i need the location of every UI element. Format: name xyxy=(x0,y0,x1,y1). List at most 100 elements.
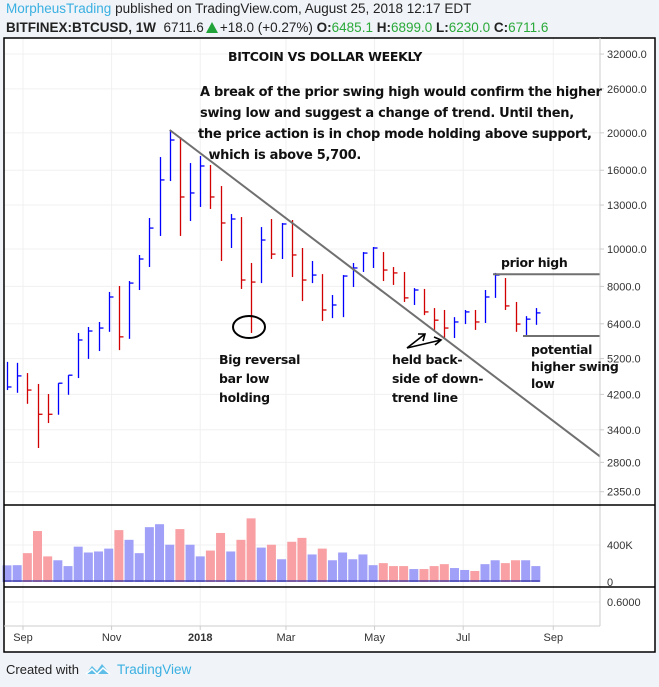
chart-frame xyxy=(3,37,656,653)
ohlc-bar xyxy=(331,294,337,319)
volume-bar xyxy=(226,551,236,582)
symbol-info: BITFINEX:BTCUSD, 1W 6711.6 +18.0 (+0.27%)… xyxy=(6,20,548,35)
ohlc-bar xyxy=(474,309,480,330)
symbol: BITFINEX:BTCUSD, 1W xyxy=(6,20,156,35)
ohlc-bar xyxy=(179,136,185,236)
volume-bar xyxy=(195,556,205,582)
volume-bar xyxy=(358,554,368,582)
high-value: 6899.0 xyxy=(390,20,433,35)
close-value: 6711.6 xyxy=(508,20,549,35)
volume-bar xyxy=(94,551,104,582)
price-tick-label: 32000.0 xyxy=(607,49,647,61)
ohlc-bar xyxy=(413,288,419,305)
time-tick-label: Nov xyxy=(102,632,122,644)
low-value: 6230.0 xyxy=(448,20,491,35)
price-tick-label: 2350.0 xyxy=(607,487,641,499)
time-tick-label: Mar xyxy=(276,632,295,644)
volume-bar xyxy=(266,544,276,582)
ohlc-bar xyxy=(504,278,510,310)
ohlc-bar xyxy=(362,252,368,272)
volume-bar xyxy=(287,541,297,582)
price-tick-label: 26000.0 xyxy=(607,84,647,96)
volume-bar xyxy=(429,566,439,582)
price-tick-label: 3400.0 xyxy=(607,425,641,437)
ohlc-bar xyxy=(98,321,104,352)
ohlc-bar xyxy=(321,274,327,321)
volume-bar xyxy=(378,563,388,582)
ohlc-bar xyxy=(372,247,378,268)
note-line: trend line xyxy=(392,390,458,405)
ohlc-bar xyxy=(77,332,83,379)
volume-bar xyxy=(256,547,266,582)
note-line: Big reversal xyxy=(219,352,301,367)
up-triangle-icon xyxy=(205,22,218,33)
comment-line: A break of the prior swing high would co… xyxy=(200,85,602,100)
note-line: higher swing xyxy=(531,359,619,374)
circle-marker xyxy=(232,315,266,339)
volume-bar xyxy=(490,560,500,582)
author-link[interactable]: MorpheusTrading xyxy=(6,1,112,16)
volume-bar xyxy=(53,560,63,582)
ohlc-bar xyxy=(464,309,470,325)
price-tick-label: 10000.0 xyxy=(607,244,647,256)
volume-bar xyxy=(307,554,317,582)
volume-tick-label: 400K xyxy=(607,540,633,552)
volume-bar xyxy=(480,564,490,582)
ohlc-bar xyxy=(484,289,490,324)
ohlc-bar xyxy=(403,271,409,302)
volume-bar xyxy=(22,553,32,582)
ohlc-bar xyxy=(433,308,439,330)
volume-bar xyxy=(368,565,378,582)
note-line: held back- xyxy=(392,352,463,367)
price-change: +18.0 (+0.27%) xyxy=(219,20,313,35)
ohlc-bar xyxy=(118,285,124,351)
note-line: low xyxy=(531,376,555,391)
volume-bar xyxy=(83,552,93,582)
close-label: C: xyxy=(493,20,509,35)
volume-bar xyxy=(155,524,165,582)
prior-high-note: prior high xyxy=(501,255,568,270)
ohlc-bar xyxy=(260,227,266,284)
time-tick-label: 2018 xyxy=(188,632,212,644)
volume-bar xyxy=(531,566,541,582)
reversal-note: Big reversal bar low holding xyxy=(219,350,300,407)
note-line: potential xyxy=(531,342,593,357)
ohlc-bar xyxy=(57,382,63,415)
ohlc-bar xyxy=(16,362,22,393)
volume-bar xyxy=(134,553,144,582)
ohlc-bar xyxy=(443,309,449,339)
volume-bar xyxy=(297,537,307,582)
tradingview-link[interactable]: TradingView xyxy=(116,661,192,677)
volume-tick-label: 0 xyxy=(607,577,613,589)
comment-line: which is above 5,700. xyxy=(200,148,361,163)
last-price: 6711.6 xyxy=(163,20,204,35)
volume-bar xyxy=(216,532,226,582)
ohlc-bar xyxy=(26,373,32,404)
ohlc-bar xyxy=(220,186,226,261)
volume-bar xyxy=(327,560,337,582)
ohlc-bar xyxy=(515,301,521,332)
volume-bar xyxy=(63,566,73,582)
swing-low-note: potential higher swing low xyxy=(531,341,619,392)
ohlc-bar xyxy=(47,393,53,424)
volume-bar xyxy=(338,552,348,582)
published-text: published on TradingView.com, August 25,… xyxy=(115,1,472,16)
ohlc-bar xyxy=(37,383,43,449)
price-tick-label: 13000.0 xyxy=(607,200,647,212)
ohlc-bar xyxy=(138,254,144,290)
ohlc-bar xyxy=(270,219,276,260)
price-tick-label: 5200.0 xyxy=(607,354,641,366)
price-tick-label: 8000.0 xyxy=(607,281,641,293)
ohlc-bar xyxy=(382,252,388,282)
ohlc-bar xyxy=(169,130,175,182)
arrow-icon xyxy=(406,336,443,349)
note-line: bar low xyxy=(219,371,270,386)
volume-bar xyxy=(43,556,53,582)
publish-info: MorpheusTrading published on TradingView… xyxy=(6,1,471,16)
volume-bar xyxy=(175,529,185,582)
volume-bar xyxy=(511,560,520,582)
time-tick-label: Sep xyxy=(543,632,563,644)
comment-line: swing low and suggest a change of trend.… xyxy=(200,106,574,121)
price-tick-label: 16000.0 xyxy=(607,165,647,177)
